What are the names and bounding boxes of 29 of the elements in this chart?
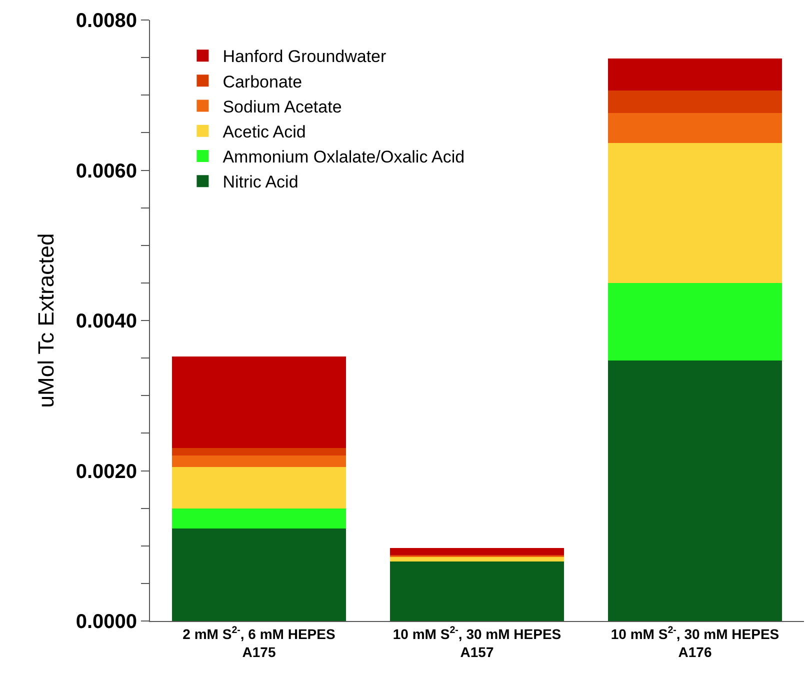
bar	[172, 508, 346, 529]
bar	[608, 143, 782, 283]
bar	[172, 528, 346, 621]
y-tick-label: 0.0060	[76, 160, 137, 182]
x-tick-label: 2 mM S$^{2-}$, 6 mM HEPES A175	[182, 624, 336, 660]
bar	[608, 113, 782, 144]
legend-label: Hanford Groundwater	[222, 47, 387, 66]
bar	[172, 466, 346, 508]
y-tick-label: 0.0040	[76, 310, 137, 332]
y-axis-title: uMol Tc Extracted	[34, 233, 59, 408]
bar	[608, 58, 782, 91]
bar	[172, 456, 346, 467]
y-tick-label: 0.0080	[76, 10, 137, 32]
legend-label: Nitric Acid	[222, 172, 298, 192]
bar	[608, 360, 782, 621]
x-tick-label: 10 mM S$^{2-}$, 30 mM HEPES A176	[610, 624, 780, 660]
legend-label: Ammonium Oxlalate/Oxalic Acid	[222, 148, 465, 167]
bar	[172, 448, 346, 456]
bar	[608, 282, 782, 360]
bar	[172, 356, 346, 448]
legend-label: Acetic Acid	[222, 122, 306, 142]
y-tick-label: 0.0000	[76, 611, 137, 633]
x-tick-label: 10 mM S$^{2-}$, 30 mM HEPES A157	[392, 624, 562, 660]
bar	[390, 548, 564, 555]
y-tick-label: 0.0020	[76, 460, 137, 483]
legend-label: Sodium Acetate	[222, 97, 342, 116]
bar	[390, 562, 564, 621]
bar	[608, 90, 782, 114]
legend-label: Carbonate	[222, 72, 302, 92]
